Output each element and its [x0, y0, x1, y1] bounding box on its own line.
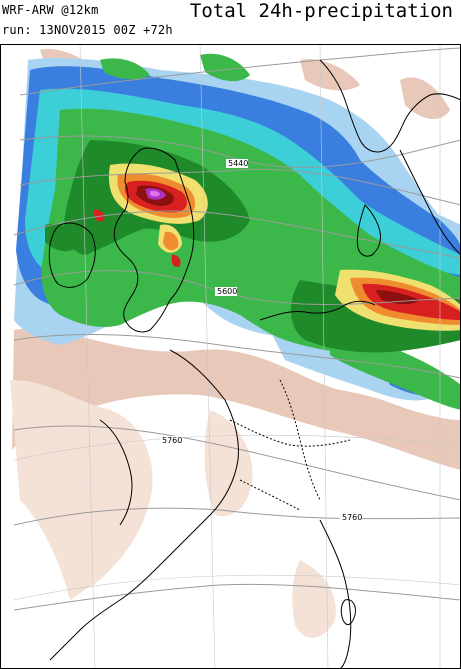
- run-label: run: 13NOV2015 00Z +72h: [2, 23, 173, 37]
- coastlines: [48, 59, 461, 669]
- contour-label-5760-east: 5760: [342, 513, 362, 522]
- contour-label-5760-west: 5760: [162, 436, 182, 445]
- contour-label-5440: 5440: [228, 159, 248, 168]
- height-contours: [13, 47, 461, 611]
- precip-peak-zone: [145, 188, 166, 200]
- contour-labels: 5440 5600 5760 5760: [160, 159, 362, 522]
- model-label: WRF-ARW @12km: [2, 3, 99, 17]
- product-title: Total 24h-precipitation: [189, 0, 453, 22]
- header: WRF-ARW @12km run: 13NOV2015 00Z +72h To…: [0, 0, 461, 44]
- contour-label-5600: 5600: [217, 287, 237, 296]
